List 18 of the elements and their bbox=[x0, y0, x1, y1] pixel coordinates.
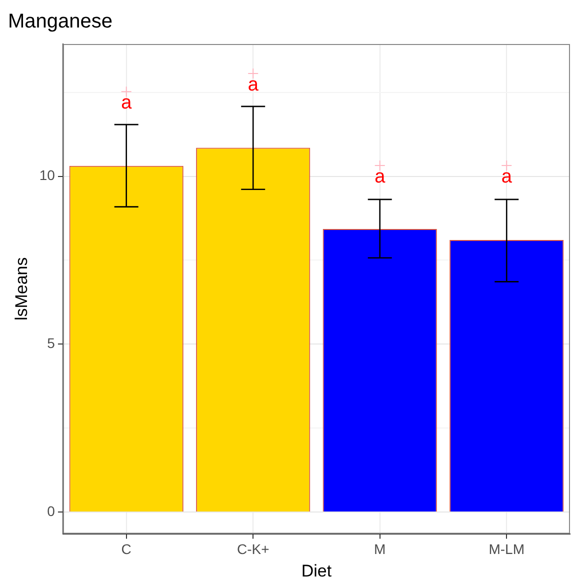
point bbox=[120, 86, 132, 98]
point bbox=[374, 160, 386, 172]
x-tick-label: M bbox=[374, 541, 386, 558]
point bbox=[501, 160, 512, 172]
x-tick-label: C bbox=[121, 541, 132, 558]
x-tick-label: M-LM bbox=[488, 541, 525, 558]
y-tick-label: 5 bbox=[47, 334, 56, 351]
y-tick-label: 0 bbox=[47, 502, 56, 519]
annotation: a bbox=[374, 166, 386, 188]
annotation: a bbox=[501, 166, 512, 188]
x-tick-label: C-K+ bbox=[236, 541, 270, 558]
y-axis-title: lsMeans bbox=[12, 257, 31, 321]
annotation: a bbox=[121, 92, 132, 114]
chart-title: Manganese bbox=[8, 10, 113, 33]
point bbox=[248, 68, 259, 80]
x-axis-title: Diet bbox=[301, 561, 332, 580]
y-tick-label: 10 bbox=[39, 167, 56, 184]
annotation: a bbox=[248, 74, 259, 96]
